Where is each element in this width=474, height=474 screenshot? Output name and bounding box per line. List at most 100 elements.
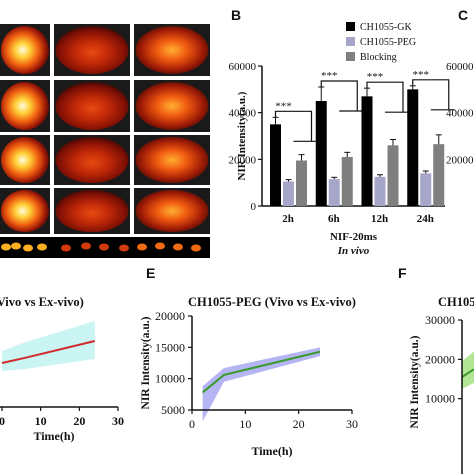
organ-signal: [137, 243, 147, 251]
line-chart-e: 5000 10000 15000 20000 0 10 20 30 CH1055-PEG (Vi…: [140, 295, 358, 458]
x-axis-label: NIF-20ms: [330, 231, 378, 243]
organ-signal: [11, 242, 21, 250]
y-tick-label: 60000: [229, 61, 257, 73]
legend-swatch: [346, 22, 355, 31]
nir-image-grid: [0, 24, 210, 258]
x-tick-label: 30: [346, 417, 358, 431]
line-chart-f: 10000 20000 30000 CH105 NIR Intensity(a.u.): [409, 295, 474, 474]
y-axis-label: NIR Intensity(a.u.): [409, 335, 421, 428]
bar: [283, 181, 294, 206]
bar: [270, 124, 281, 206]
organ-signal: [155, 242, 165, 250]
significance-label: ***: [321, 70, 338, 82]
y-tick-label: 40000: [446, 108, 474, 120]
panel-label-c: C: [458, 7, 468, 23]
x-tick-label: 30: [112, 414, 124, 428]
x-tick-label: 0: [189, 417, 195, 431]
legend-label: CH1055-GK: [360, 22, 412, 33]
bar: [433, 144, 445, 206]
organ-signal: [61, 244, 71, 252]
nir-signal-blob: [55, 189, 129, 233]
series-line: [202, 350, 321, 394]
y-tick-label: 20000: [425, 352, 455, 366]
chart-title: GK (Vivo vs Ex-vivo): [0, 295, 84, 309]
x-tick-label: 12h: [371, 213, 388, 225]
panel-label-b: B: [231, 7, 241, 23]
significance-bracket: [274, 110, 318, 142]
y-axis-label: NIR Intensity(a.u.): [140, 316, 152, 409]
y-tick-label: 15000: [155, 340, 185, 354]
significance-bracket: [366, 81, 409, 113]
organ-signal: [173, 243, 183, 251]
nir-signal-blob: [1, 82, 49, 130]
y-tick-label: 30000: [425, 313, 455, 327]
x-tick-label: 10: [35, 414, 47, 428]
organ-signal: [191, 244, 201, 252]
x-tick-label: 20: [293, 417, 305, 431]
bar: [387, 145, 399, 206]
nir-signal-blob: [135, 137, 209, 183]
y-tick-label: 10000: [155, 372, 185, 386]
organ-signal: [119, 244, 129, 252]
x-tick-label: 2h: [282, 213, 294, 225]
bar-chart-b: 0 20000 40000 60000 *** 2h *** 6h *** 12h *** 24h CH…: [229, 22, 455, 257]
organ-signal: [23, 244, 33, 252]
bar: [328, 179, 340, 206]
x-tick-label: 6h: [328, 213, 340, 225]
organ-signal: [1, 243, 11, 251]
x-tick-label: 20: [73, 414, 85, 428]
nir-signal-blob: [55, 26, 129, 74]
legend-label: Blocking: [360, 52, 397, 63]
bar: [315, 101, 327, 206]
panel-label-e: E: [146, 265, 155, 281]
bar-chart-c: 20000 40000 60000: [446, 61, 474, 166]
nir-signal-blob: [135, 189, 209, 233]
legend-swatch: [346, 52, 355, 61]
panel-label-f: F: [398, 265, 407, 281]
significance-label: ***: [413, 69, 430, 81]
confidence-band: [462, 351, 474, 389]
legend-label: CH1055-PEG: [360, 37, 416, 48]
nir-signal-blob: [1, 137, 49, 183]
y-tick-label: 60000: [446, 61, 474, 73]
organ-signal: [37, 243, 47, 251]
x-axis-sublabel: In vivo: [337, 245, 370, 257]
nir-signal-blob: [1, 189, 49, 233]
y-tick-label: 20000: [155, 309, 185, 323]
nir-signal-blob: [135, 82, 209, 130]
nir-signal-blob: [55, 137, 129, 183]
series-line: [1, 340, 96, 364]
line-chart-d: 0 10 20 30 GK (Vivo vs Ex-vivo) Time(h): [0, 295, 124, 443]
y-tick-label: 10000: [425, 392, 455, 406]
x-axis-label: Time(h): [33, 429, 74, 443]
significance-bracket: [412, 79, 455, 111]
organ-signal: [81, 242, 91, 250]
bar: [420, 173, 432, 206]
chart-title: CH105: [438, 295, 474, 309]
y-tick-label: 0: [251, 201, 257, 213]
bar: [341, 157, 353, 206]
x-tick-label: 24h: [417, 213, 434, 225]
bar: [407, 89, 419, 206]
significance-bracket: [320, 80, 364, 112]
y-tick-label: 5000: [161, 403, 185, 417]
chart-title: CH1055-PEG (Vivo vs Ex-vivo): [188, 295, 356, 309]
y-axis-label: NIR Intensity(a.u.): [236, 91, 248, 180]
x-axis-label: Time(h): [251, 444, 292, 458]
y-tick-label: 20000: [446, 154, 474, 166]
y-tick-label: 40000: [229, 108, 257, 120]
nir-signal-blob: [55, 82, 129, 130]
bar: [361, 96, 373, 206]
bar: [374, 176, 386, 206]
confidence-band: [2, 321, 95, 371]
series-line: [461, 368, 474, 378]
bar: [296, 160, 307, 206]
nir-signal-blob: [1, 26, 49, 74]
significance-label: ***: [367, 71, 384, 83]
x-tick-label: 0: [0, 414, 5, 428]
organ-signal: [99, 243, 109, 251]
x-tick-label: 10: [239, 417, 251, 431]
significance-label: ***: [275, 100, 292, 112]
legend-swatch: [346, 37, 355, 46]
